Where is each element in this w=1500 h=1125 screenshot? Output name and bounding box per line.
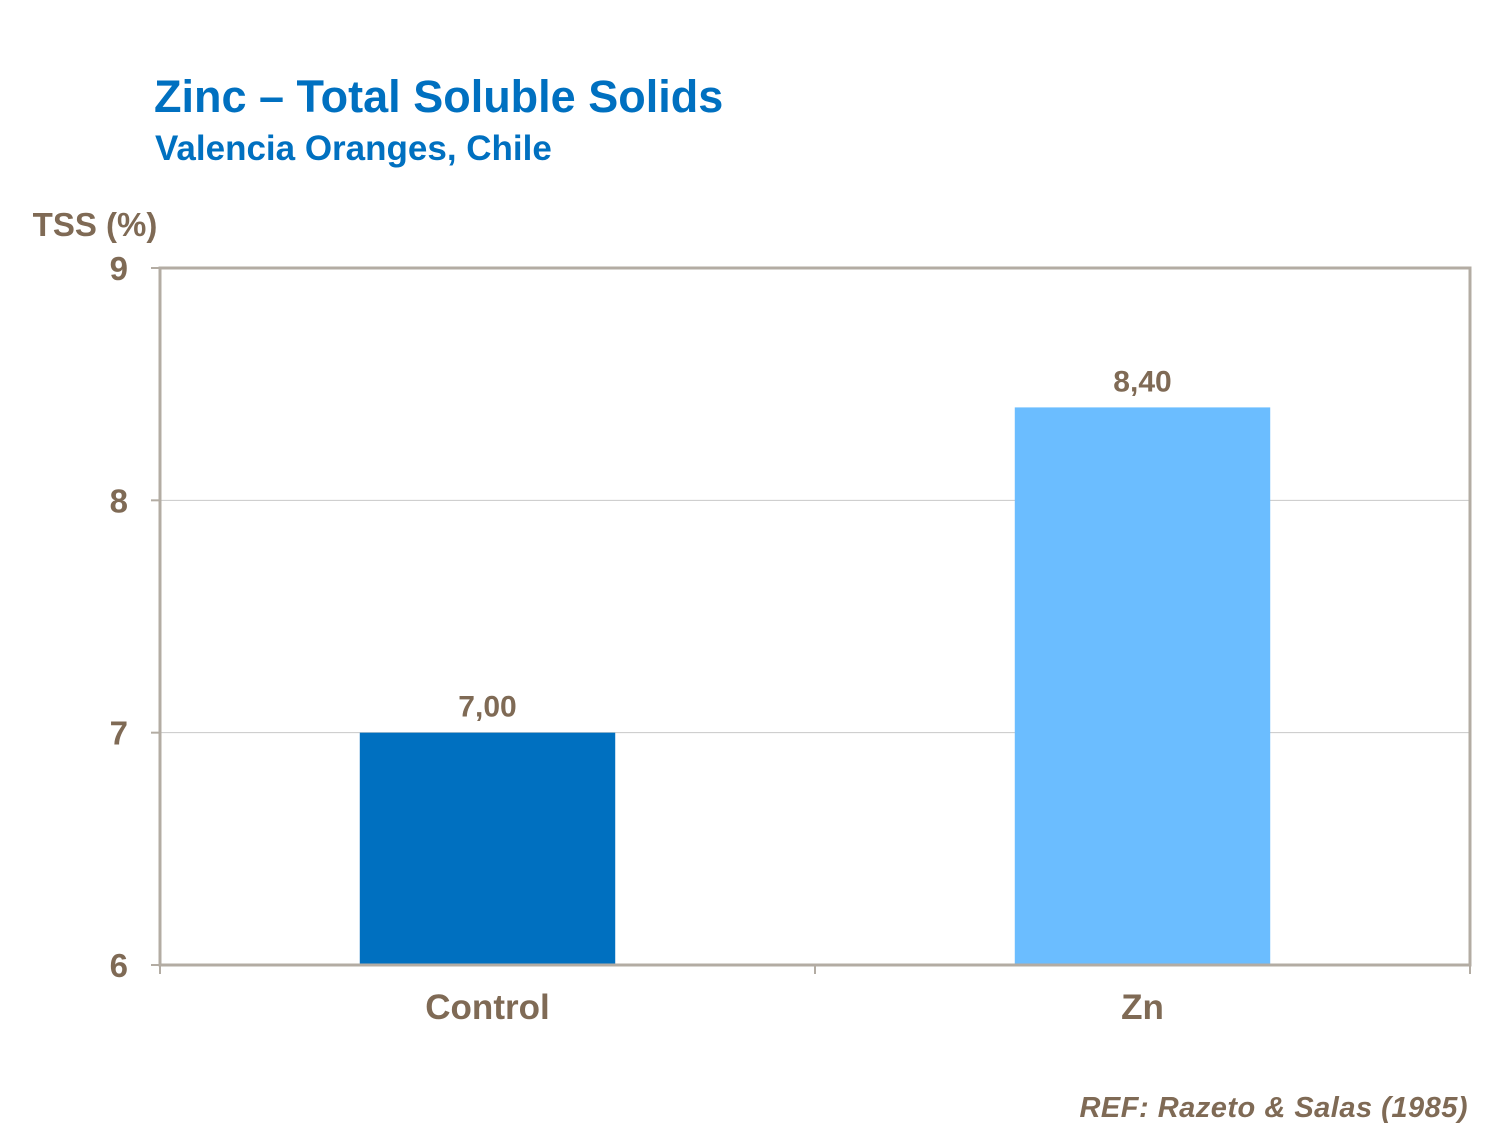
x-categories: Control Zn — [425, 988, 1164, 1027]
y-ticks: 6 7 8 9 — [110, 250, 1471, 984]
chart-title: Zinc – Total Soluble Solids — [154, 71, 724, 122]
x-tick-label: Zn — [1121, 988, 1164, 1027]
data-labels: 7,00 8,40 — [458, 365, 1171, 723]
chart-subtitle: Valencia Oranges, Chile — [155, 129, 552, 168]
bar-control — [359, 732, 616, 965]
y-tick-label: 8 — [110, 482, 128, 519]
plot-border — [158, 266, 1472, 967]
gridlines — [160, 499, 1470, 734]
y-tick-label: 9 — [110, 250, 128, 287]
x-tick-label: Control — [425, 988, 549, 1027]
y-tick-label: 7 — [110, 715, 128, 752]
y-axis-label: TSS (%) — [33, 206, 158, 243]
reference-note: REF: Razeto & Salas (1985) — [1079, 1092, 1468, 1124]
data-label: 7,00 — [458, 691, 516, 724]
y-tick-label: 6 — [110, 947, 128, 984]
data-label: 8,40 — [1113, 365, 1171, 398]
bar-zn — [1014, 407, 1271, 965]
bars — [359, 407, 1271, 965]
plot-frame — [158, 266, 1472, 967]
